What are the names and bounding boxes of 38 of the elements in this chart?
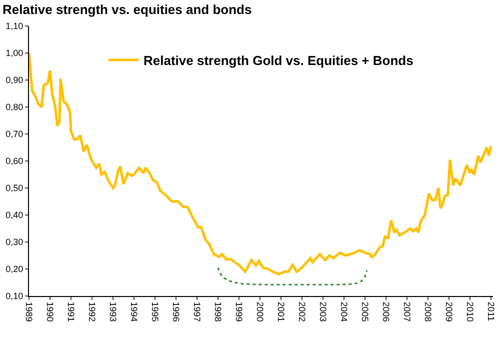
y-tick-label: 0,90 xyxy=(6,75,24,86)
x-tick-label: 1996 xyxy=(171,302,182,322)
x-tick-label: 2005 xyxy=(360,302,370,322)
y-tick-label: 1,10 xyxy=(6,21,24,32)
x-tick-label: 2001 xyxy=(276,302,286,322)
x-tick-label: 2007 xyxy=(402,302,412,322)
line-series xyxy=(217,266,368,286)
y-tick-label: 0,60 xyxy=(6,156,24,166)
y-tick-label: 0,40 xyxy=(6,210,24,220)
x-tick-label: 2002 xyxy=(297,302,308,322)
x-tick-label: 1999 xyxy=(234,302,244,322)
x-tick-label: 1992 xyxy=(87,302,98,322)
y-tick-label: 0,10 xyxy=(6,291,24,302)
x-tick-label: 2009 xyxy=(444,302,454,322)
y-tick-label: 0,30 xyxy=(6,237,24,248)
x-tick-label: 2010 xyxy=(464,302,475,322)
y-tick-label: 0,50 xyxy=(6,183,24,194)
legend-label: Relative strength Gold vs. Equities + Bonds xyxy=(144,52,414,68)
x-tick-label: 2000 xyxy=(255,302,266,322)
y-tick-label: 0,20 xyxy=(6,264,24,274)
x-tick-label: 2008 xyxy=(422,302,433,322)
x-tick-label: 1997 xyxy=(192,302,202,322)
x-tick-label: 1991 xyxy=(66,302,76,322)
y-tick-label: 0,70 xyxy=(6,129,24,140)
chart-title: Relative strength vs. equities and bonds xyxy=(2,2,252,18)
x-tick-label: 2004 xyxy=(339,302,350,322)
x-tick-label: 1989 xyxy=(24,302,34,322)
x-tick-label: 2003 xyxy=(318,302,328,322)
x-tick-label: 1994 xyxy=(129,302,140,322)
line-series xyxy=(29,52,492,276)
y-tick-label: 1,00 xyxy=(6,48,24,58)
x-tick-label: 1990 xyxy=(45,302,56,322)
x-tick-label: 2011 xyxy=(486,302,496,322)
x-tick-label: 1998 xyxy=(213,302,224,322)
x-tick-label: 1995 xyxy=(150,302,160,322)
x-tick-label: 2006 xyxy=(380,302,391,322)
y-tick-label: 0,80 xyxy=(6,102,24,112)
x-tick-label: 1993 xyxy=(108,302,118,322)
